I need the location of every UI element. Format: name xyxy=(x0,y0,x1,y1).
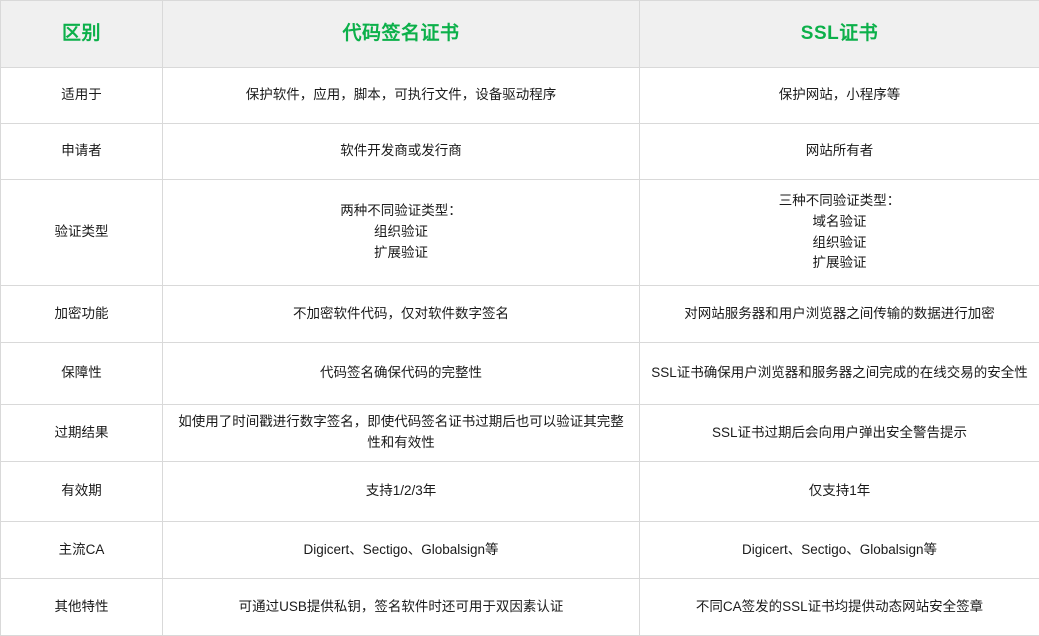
feature-label: 申请者 xyxy=(1,124,163,180)
code-signing-value: 可通过USB提供私钥，签名软件时还可用于双因素认证 xyxy=(163,579,640,636)
feature-label: 加密功能 xyxy=(1,286,163,343)
ssl-value: 不同CA签发的SSL证书均提供动态网站安全签章 xyxy=(640,579,1039,636)
feature-label: 有效期 xyxy=(1,462,163,522)
ssl-value: 网站所有者 xyxy=(640,124,1039,180)
table-row: 加密功能 不加密软件代码，仅对软件数字签名 对网站服务器和用户浏览器之间传输的数… xyxy=(1,286,1039,343)
ssl-value: 三种不同验证类型： 域名验证 组织验证 扩展验证 xyxy=(640,180,1039,286)
table-row: 主流CA Digicert、Sectigo、Globalsign等 Digice… xyxy=(1,522,1039,579)
ssl-value: SSL证书确保用户浏览器和服务器之间完成的在线交易的安全性 xyxy=(640,343,1039,405)
feature-label: 验证类型 xyxy=(1,180,163,286)
table-row: 适用于 保护软件，应用，脚本，可执行文件，设备驱动程序 保护网站，小程序等 xyxy=(1,68,1039,124)
table-row: 有效期 支持1/2/3年 仅支持1年 xyxy=(1,462,1039,522)
code-signing-value: 两种不同验证类型： 组织验证 扩展验证 xyxy=(163,180,640,286)
table-row: 保障性 代码签名确保代码的完整性 SSL证书确保用户浏览器和服务器之间完成的在线… xyxy=(1,343,1039,405)
table-row: 验证类型 两种不同验证类型： 组织验证 扩展验证 三种不同验证类型： 域名验证 … xyxy=(1,180,1039,286)
code-signing-value: 代码签名确保代码的完整性 xyxy=(163,343,640,405)
ssl-value: SSL证书过期后会向用户弹出安全警告提示 xyxy=(640,405,1039,462)
column-header-code-signing: 代码签名证书 xyxy=(163,1,640,68)
ssl-value: 对网站服务器和用户浏览器之间传输的数据进行加密 xyxy=(640,286,1039,343)
code-signing-value: Digicert、Sectigo、Globalsign等 xyxy=(163,522,640,579)
table-body: 适用于 保护软件，应用，脚本，可执行文件，设备驱动程序 保护网站，小程序等 申请… xyxy=(1,68,1039,636)
ssl-value: 保护网站，小程序等 xyxy=(640,68,1039,124)
code-signing-value: 如使用了时间戳进行数字签名，即使代码签名证书过期后也可以验证其完整性和有效性 xyxy=(163,405,640,462)
table-header-row: 区别 代码签名证书 SSL证书 xyxy=(1,1,1039,68)
code-signing-value: 不加密软件代码，仅对软件数字签名 xyxy=(163,286,640,343)
table-row: 其他特性 可通过USB提供私钥，签名软件时还可用于双因素认证 不同CA签发的SS… xyxy=(1,579,1039,636)
ssl-value: Digicert、Sectigo、Globalsign等 xyxy=(640,522,1039,579)
feature-label: 其他特性 xyxy=(1,579,163,636)
code-signing-value: 软件开发商或发行商 xyxy=(163,124,640,180)
code-signing-value: 支持1/2/3年 xyxy=(163,462,640,522)
ssl-value: 仅支持1年 xyxy=(640,462,1039,522)
feature-label: 保障性 xyxy=(1,343,163,405)
feature-label: 过期结果 xyxy=(1,405,163,462)
feature-label: 适用于 xyxy=(1,68,163,124)
column-header-ssl: SSL证书 xyxy=(640,1,1039,68)
code-signing-value: 保护软件，应用，脚本，可执行文件，设备驱动程序 xyxy=(163,68,640,124)
table-row: 过期结果 如使用了时间戳进行数字签名，即使代码签名证书过期后也可以验证其完整性和… xyxy=(1,405,1039,462)
table-header: 区别 代码签名证书 SSL证书 xyxy=(1,1,1039,68)
table-row: 申请者 软件开发商或发行商 网站所有者 xyxy=(1,124,1039,180)
column-header-feature: 区别 xyxy=(1,1,163,68)
feature-label: 主流CA xyxy=(1,522,163,579)
